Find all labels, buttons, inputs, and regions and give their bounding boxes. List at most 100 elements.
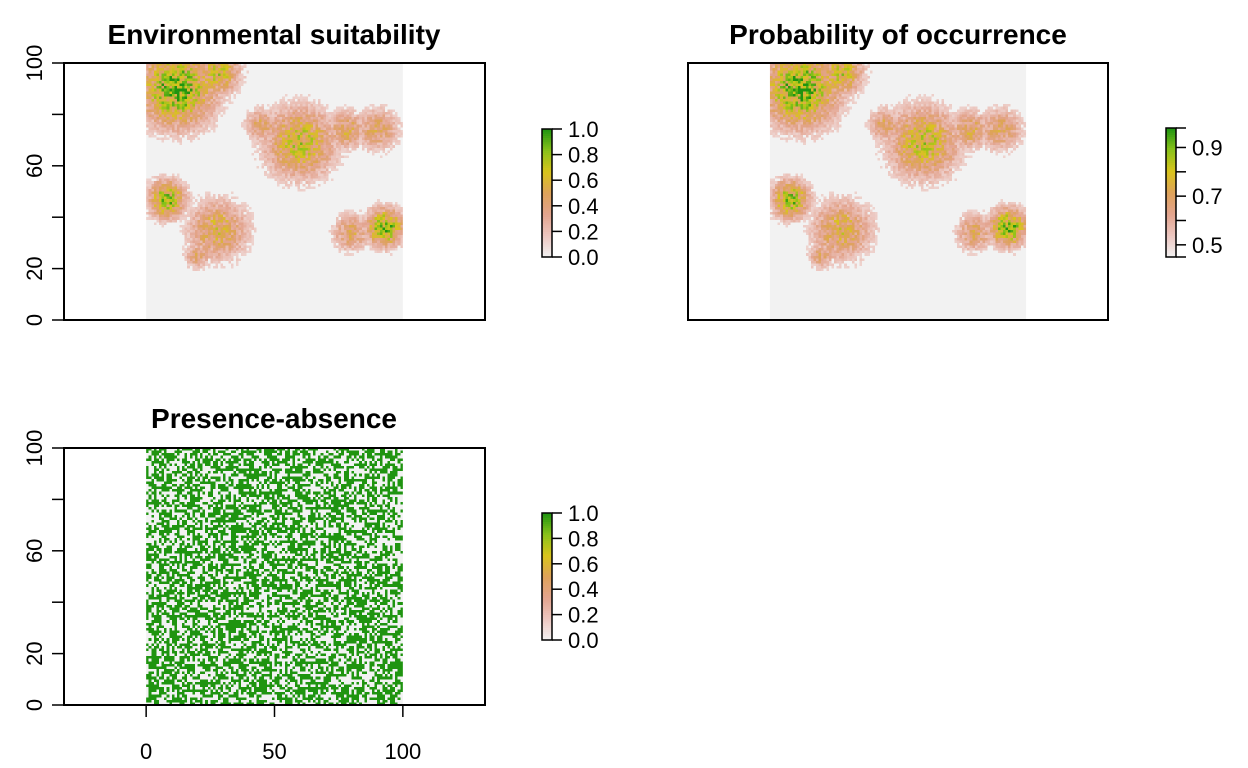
legend-label: 0.2 (568, 219, 599, 244)
legend-swatch (542, 589, 552, 592)
legend-swatch (542, 599, 552, 603)
legend-swatch (542, 563, 552, 567)
legend-swatch (542, 570, 552, 573)
legend-swatch (1166, 229, 1176, 232)
legend-swatch (542, 131, 552, 134)
legend-swatch (542, 248, 552, 252)
legend-swatch (542, 540, 552, 544)
title-probability-of-occurrence: Probability of occurrence (729, 19, 1067, 50)
legend-swatch (1166, 132, 1176, 135)
legend-swatch (542, 633, 552, 637)
legend-swatch (1166, 158, 1176, 161)
legend-swatch (542, 229, 552, 232)
legend-swatch (542, 618, 552, 622)
y-tick-label: 60 (22, 539, 47, 563)
legend-swatch (542, 139, 552, 143)
legend-swatch (542, 175, 552, 179)
legend-swatch (542, 165, 552, 168)
legend-swatch (542, 171, 552, 175)
legend-swatch (542, 150, 552, 153)
legend-swatch (1166, 201, 1176, 204)
legend-swatch (542, 574, 552, 577)
legend-swatch (542, 606, 552, 609)
legend-swatch (542, 133, 552, 136)
legend-environmental-suitability: 0.00.20.40.60.81.0 (541, 117, 599, 270)
legend-swatch (542, 610, 552, 613)
legend-swatch (542, 614, 552, 618)
legend-swatch (542, 156, 552, 160)
legend-swatch (542, 580, 552, 584)
legend-swatch (542, 582, 552, 586)
legend-swatch (1166, 241, 1176, 245)
legend-swatch (542, 521, 552, 525)
legend-swatch (542, 576, 552, 580)
legend-swatch (542, 515, 552, 518)
legend-swatch (542, 207, 552, 211)
legend-swatch (542, 227, 552, 230)
legend-swatch (542, 534, 552, 537)
legend-swatch (542, 254, 552, 258)
legend-swatch (542, 542, 552, 546)
legend-swatch (542, 591, 552, 594)
y-tick-label: 20 (22, 256, 47, 280)
y-axis-3: 0 20 60 100 (22, 430, 65, 711)
y-tick-label: 100 (22, 430, 47, 467)
legend-label: 0.7 (1192, 184, 1223, 209)
y-tick-label: 0 (22, 314, 47, 326)
legend-swatch (542, 568, 552, 571)
legend-label: 0.8 (568, 526, 599, 551)
legend-swatch (542, 242, 552, 245)
legend-swatch (542, 137, 552, 141)
title-presence-absence: Presence-absence (151, 403, 397, 434)
legend-swatch (542, 222, 552, 226)
legend-swatch (1166, 246, 1176, 249)
legend-swatch (1166, 207, 1176, 211)
suitability-cells (146, 63, 403, 320)
legend-swatch (542, 135, 552, 139)
legend-swatch (1166, 134, 1176, 138)
legend-swatch (1166, 237, 1176, 241)
legend-swatch (542, 627, 552, 630)
legend-swatch (542, 129, 552, 132)
legend-swatch (542, 178, 552, 181)
legend-swatch (1166, 214, 1176, 217)
legend-swatch (1166, 162, 1176, 166)
y-tick-label: 60 (22, 154, 47, 178)
raster-probability-of-occurrence (769, 63, 1027, 320)
x-tick-label: 100 (384, 739, 421, 764)
legend-swatch (542, 612, 552, 616)
legend-swatch (542, 551, 552, 554)
legend-swatch (542, 146, 552, 149)
legend-label: 0.0 (568, 628, 599, 653)
legend-swatch (542, 167, 552, 171)
legend-swatch (542, 205, 552, 209)
legend-swatch (1166, 147, 1176, 150)
legend-swatch (542, 517, 552, 520)
legend-swatch (1166, 211, 1176, 215)
legend-swatch (542, 587, 552, 590)
legend-presence-absence: 0.00.20.40.60.81.0 (541, 501, 599, 653)
legend-swatch (1166, 254, 1176, 258)
legend-swatch (1166, 173, 1176, 176)
legend-swatch (542, 143, 552, 147)
legend-swatch (542, 629, 552, 633)
legend-swatch (1166, 151, 1176, 155)
legend-swatch (542, 152, 552, 156)
legend-swatch (1166, 233, 1176, 236)
legend-swatch (1166, 166, 1176, 170)
legend-swatch (542, 237, 552, 241)
legend-swatch (542, 536, 552, 539)
legend-swatch (542, 620, 552, 624)
legend-swatch (1166, 220, 1176, 224)
legend-swatch (542, 216, 552, 220)
legend-swatch (542, 532, 552, 535)
legend-swatch (1166, 171, 1176, 174)
legend-swatch (542, 182, 552, 185)
legend-swatch (542, 235, 552, 239)
legend-swatch (542, 525, 552, 529)
legend-swatch (542, 601, 552, 605)
legend-swatch (542, 593, 552, 597)
legend-swatch (1166, 145, 1176, 148)
legend-swatch (542, 188, 552, 192)
